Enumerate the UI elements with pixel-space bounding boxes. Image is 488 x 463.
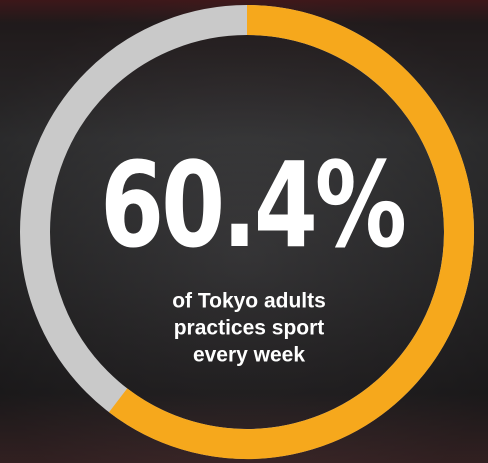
value-label: 60.4% xyxy=(100,137,404,274)
value-arc xyxy=(109,5,474,459)
caption-line: of Tokyo adults xyxy=(172,290,326,313)
caption-line: practices sport xyxy=(174,317,325,340)
caption-line: every week xyxy=(193,344,305,367)
